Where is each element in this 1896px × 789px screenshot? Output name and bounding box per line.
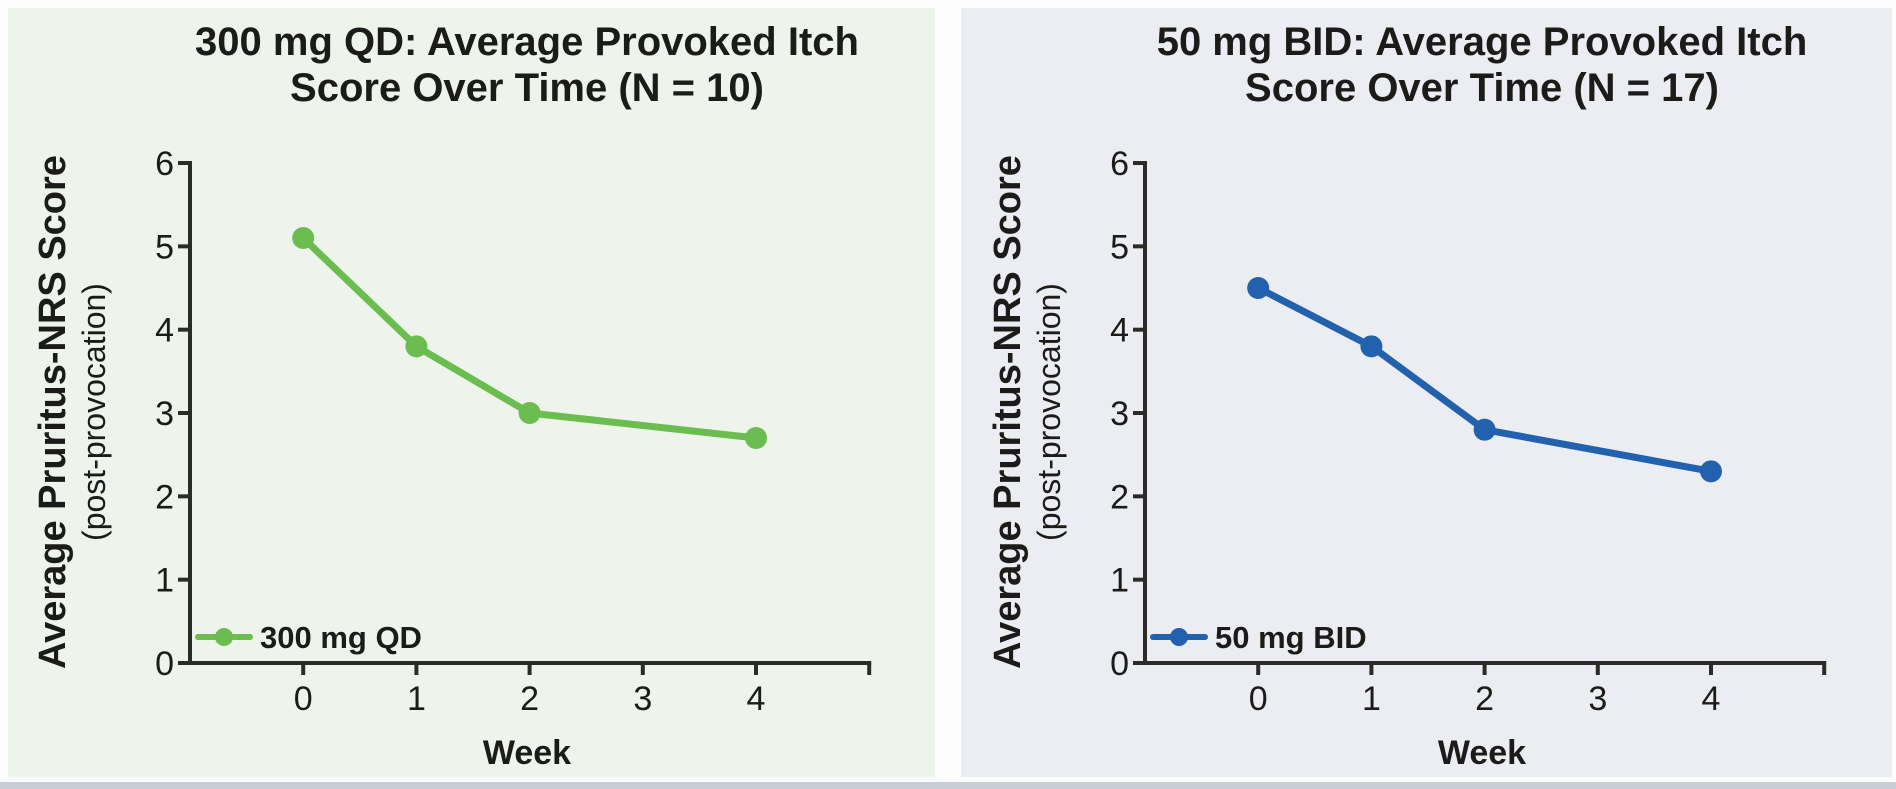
chart-title-line: 300 mg QD: Average Provoked Itch — [195, 20, 859, 64]
data-point — [1247, 277, 1270, 300]
legend-marker-icon — [1170, 628, 1188, 646]
y-tick-label: 0 — [155, 645, 174, 683]
y-axis-label: Average Pruritus-NRS Score — [32, 155, 74, 669]
data-point — [405, 335, 428, 358]
data-line — [299, 234, 760, 442]
y-tick-label: 4 — [1110, 312, 1129, 350]
y-tick-label: 6 — [155, 145, 174, 183]
data-point — [292, 227, 315, 250]
y-axis-sublabel: (post-provocation) — [1031, 283, 1067, 541]
x-tick-label: 0 — [294, 680, 313, 718]
x-tick-label: 0 — [1249, 680, 1268, 718]
data-point — [1473, 418, 1496, 441]
y-tick-label: 3 — [1110, 395, 1129, 433]
data-point — [518, 402, 541, 425]
chart-panel-right: 50 mg BID: Average Provoked Itch Score Ov… — [961, 8, 1892, 777]
data-point — [1700, 460, 1722, 483]
data-point — [745, 427, 767, 450]
x-tick-label: 1 — [1362, 680, 1381, 718]
y-tick-label: 5 — [155, 228, 174, 266]
x-tick-label: 3 — [1588, 680, 1607, 718]
legend-label: 50 mg BID — [1215, 620, 1367, 655]
y-tick-label: 3 — [155, 395, 174, 433]
y-tick-label: 0 — [1110, 645, 1129, 683]
chart-panel-left: 300 mg QD: Average Provoked Itch Score Ov… — [8, 8, 935, 777]
data-point — [1360, 335, 1383, 358]
y-axis-label: Average Pruritus-NRS Score — [987, 155, 1029, 669]
y-tick-label: 1 — [155, 562, 174, 600]
y-tick-label: 6 — [1110, 145, 1129, 183]
y-tick-label: 4 — [155, 312, 174, 350]
chart-title-line: Score Over Time (N = 17) — [1245, 66, 1719, 110]
bottom-edge-strip — [0, 782, 1896, 789]
y-axis-sublabel: (post-provocation) — [76, 283, 112, 541]
y-tick-label: 1 — [1110, 562, 1129, 600]
x-tick-label: 1 — [407, 680, 426, 718]
chart-title-line: 50 mg BID: Average Provoked Itch — [1157, 20, 1808, 64]
y-tick-label: 5 — [1110, 228, 1129, 266]
y-tick-label: 2 — [1110, 478, 1129, 516]
chart-title-line: Score Over Time (N = 10) — [290, 66, 764, 110]
y-tick-label: 2 — [155, 478, 174, 516]
x-tick-label: 2 — [520, 680, 539, 718]
x-axis-label: Week — [483, 734, 571, 772]
x-tick-label: 4 — [1702, 680, 1721, 718]
x-tick-label: 4 — [747, 680, 766, 718]
legend-label: 300 mg QD — [260, 620, 422, 655]
data-line — [1254, 284, 1715, 475]
x-axis-label: Week — [1438, 734, 1526, 772]
x-tick-label: 2 — [1475, 680, 1494, 718]
legend-marker-icon — [215, 628, 233, 646]
x-tick-label: 3 — [633, 680, 652, 718]
